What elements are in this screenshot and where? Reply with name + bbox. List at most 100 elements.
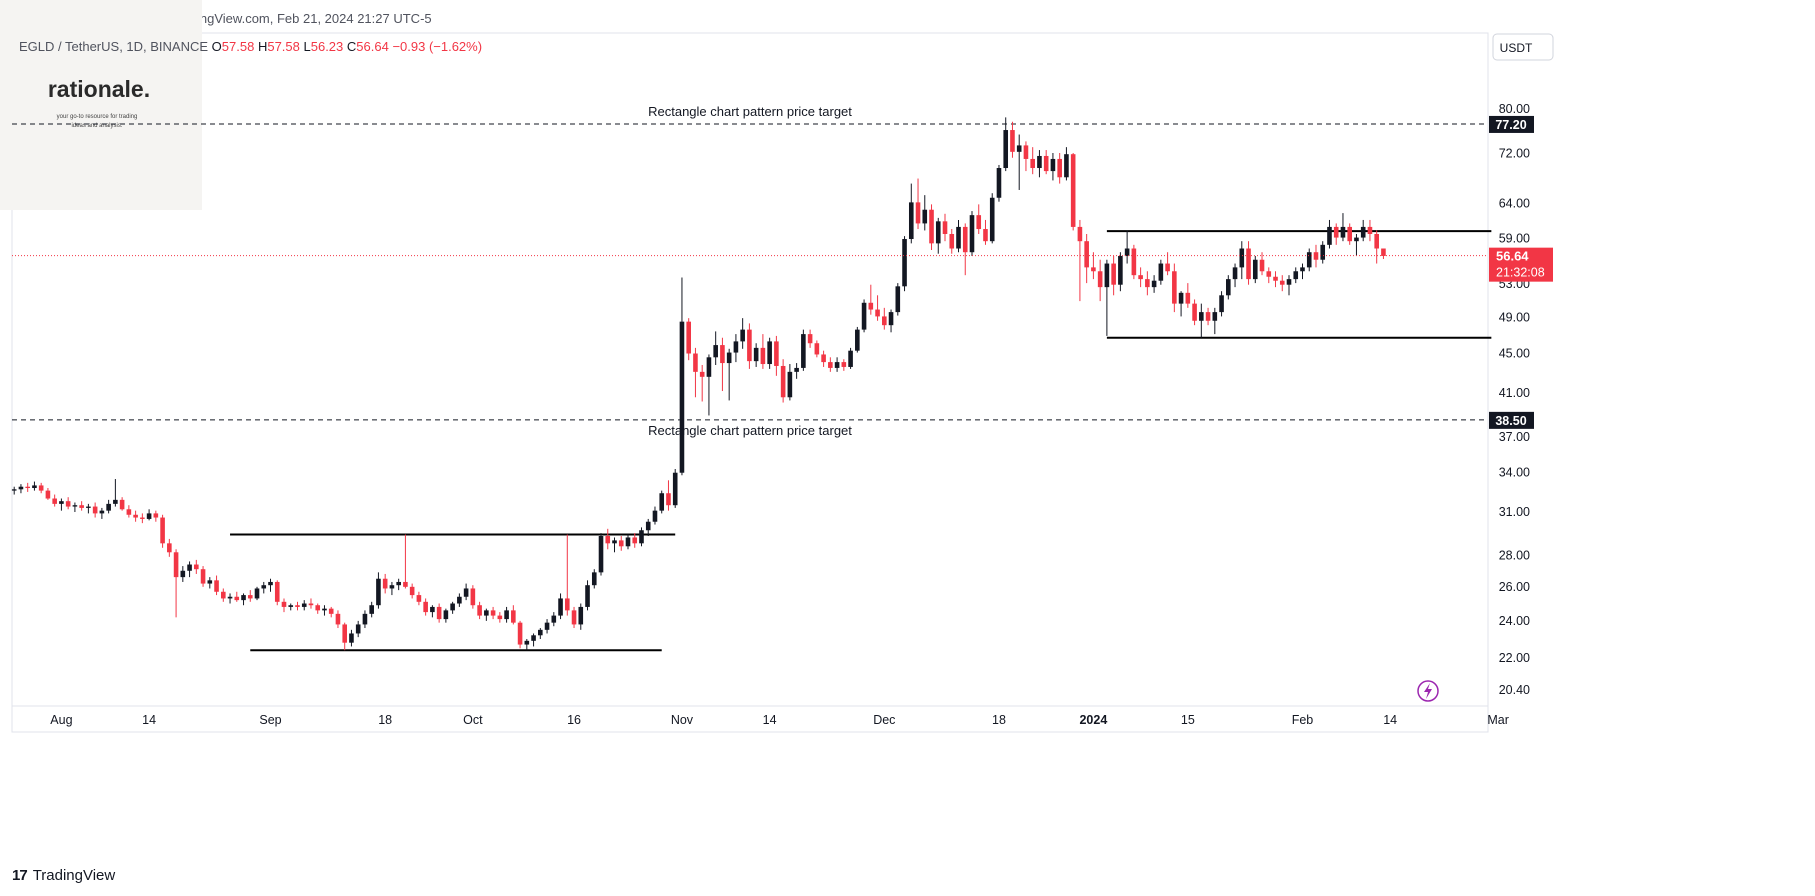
price-tick-label: 41.00: [1499, 386, 1530, 400]
candle-body: [1118, 255, 1123, 285]
price-tick-label: 64.00: [1499, 197, 1530, 211]
legend-part: 57.58: [267, 39, 303, 54]
candle-body: [989, 197, 995, 242]
time-tick-label: 18: [992, 713, 1006, 727]
candle-body: [922, 209, 928, 224]
candle-body: [564, 598, 570, 611]
candle-body: [1178, 292, 1184, 304]
candle-body: [652, 510, 658, 522]
candle-body: [1212, 312, 1218, 321]
candle-body: [430, 606, 435, 613]
candle-body: [672, 472, 678, 506]
candle-body: [571, 610, 577, 625]
candle-body: [362, 613, 368, 625]
candle-body: [52, 498, 57, 504]
candle-body: [908, 202, 914, 240]
currency-label: USDT: [1500, 41, 1533, 55]
candle-body: [1192, 303, 1197, 321]
candle-body: [1003, 130, 1009, 169]
time-tick-label: Mar: [1487, 713, 1509, 727]
candle-body: [531, 635, 536, 641]
candle-body: [551, 615, 557, 623]
candle-body: [484, 610, 489, 616]
candle-body: [247, 595, 253, 599]
candle-body: [241, 595, 246, 601]
candle-body: [423, 601, 428, 613]
candle-body: [801, 334, 806, 368]
time-tick-label: 2024: [1079, 713, 1107, 727]
candle-body: [1381, 248, 1386, 256]
price-target-badge: [1489, 411, 1534, 429]
candle-body: [207, 580, 213, 584]
candle-body: [639, 530, 644, 544]
candle-body: [855, 329, 860, 351]
candle-body: [902, 239, 907, 287]
candle-body: [747, 329, 752, 362]
candle-body: [1104, 263, 1110, 288]
candle-body: [214, 580, 219, 592]
candle-body: [875, 309, 880, 317]
candle-body: [1273, 276, 1278, 281]
candle-body: [409, 586, 415, 596]
lightning-icon[interactable]: [1417, 680, 1439, 702]
candle-body: [942, 221, 948, 234]
candle-body: [828, 362, 833, 368]
candle-body: [666, 493, 671, 506]
candle-body: [11, 489, 17, 491]
candle-body: [625, 537, 631, 547]
candle-body: [733, 341, 739, 353]
candle-body: [1279, 280, 1285, 285]
candle-body: [79, 505, 84, 508]
footer-brand[interactable]: 17 TradingView: [12, 867, 115, 884]
candle-body: [1205, 312, 1211, 321]
candle-body: [753, 347, 759, 362]
candle-body: [99, 510, 105, 514]
price-tick-label: 72.00: [1499, 147, 1530, 161]
candle-body: [1313, 252, 1319, 260]
legend-part: H: [258, 39, 267, 54]
price-tick-label: 22.00: [1499, 651, 1530, 665]
candle-body: [693, 353, 698, 372]
candle-body: [281, 601, 287, 607]
candle-body: [328, 608, 334, 614]
price-target-label: Rectangle chart pattern price target: [648, 423, 852, 438]
candle-body: [254, 588, 260, 599]
candle-body: [585, 585, 590, 607]
candle-body: [1340, 226, 1346, 238]
candle-body: [443, 610, 449, 620]
legend-part: EGLD / TetherUS, 1D, BINANCE: [19, 39, 212, 54]
candle-body: [841, 362, 847, 367]
candle-body: [1354, 237, 1359, 242]
candle-body: [268, 581, 273, 586]
lightning-icon-ring: [1417, 680, 1439, 702]
time-tick-label: 18: [378, 713, 392, 727]
price-tick-label: 45.00: [1499, 347, 1530, 361]
candle-body: [699, 371, 705, 377]
candle-body: [457, 596, 462, 604]
candle-body: [645, 521, 651, 531]
candle-body: [1226, 279, 1231, 296]
candle-body: [106, 503, 111, 511]
last-price-value: 56.64: [1496, 249, 1529, 264]
candle-body: [1016, 145, 1022, 152]
candle-body: [598, 536, 604, 573]
candle-body: [915, 202, 921, 224]
candle-body: [726, 352, 732, 364]
watermark-tagline: your go-to resource for trading: [57, 114, 138, 120]
candle-body: [834, 362, 840, 368]
currency-button[interactable]: [1492, 33, 1554, 61]
candle-body: [126, 509, 132, 515]
symbol-legend: EGLD / TetherUS, 1D, BINANCE O57.58 H57.…: [19, 39, 482, 54]
candle-body: [1138, 275, 1143, 280]
candle-body: [355, 624, 361, 634]
candle-body: [1320, 244, 1326, 260]
candle-body: [187, 564, 192, 571]
plot-frame: [11, 32, 1489, 707]
watermark-title: rationale.: [48, 76, 150, 102]
price-target-value: 77.20: [1495, 118, 1526, 132]
candle-body: [200, 569, 206, 584]
candle-body: [774, 341, 779, 366]
time-tick-label: Dec: [873, 713, 895, 727]
candle-body: [160, 517, 165, 544]
